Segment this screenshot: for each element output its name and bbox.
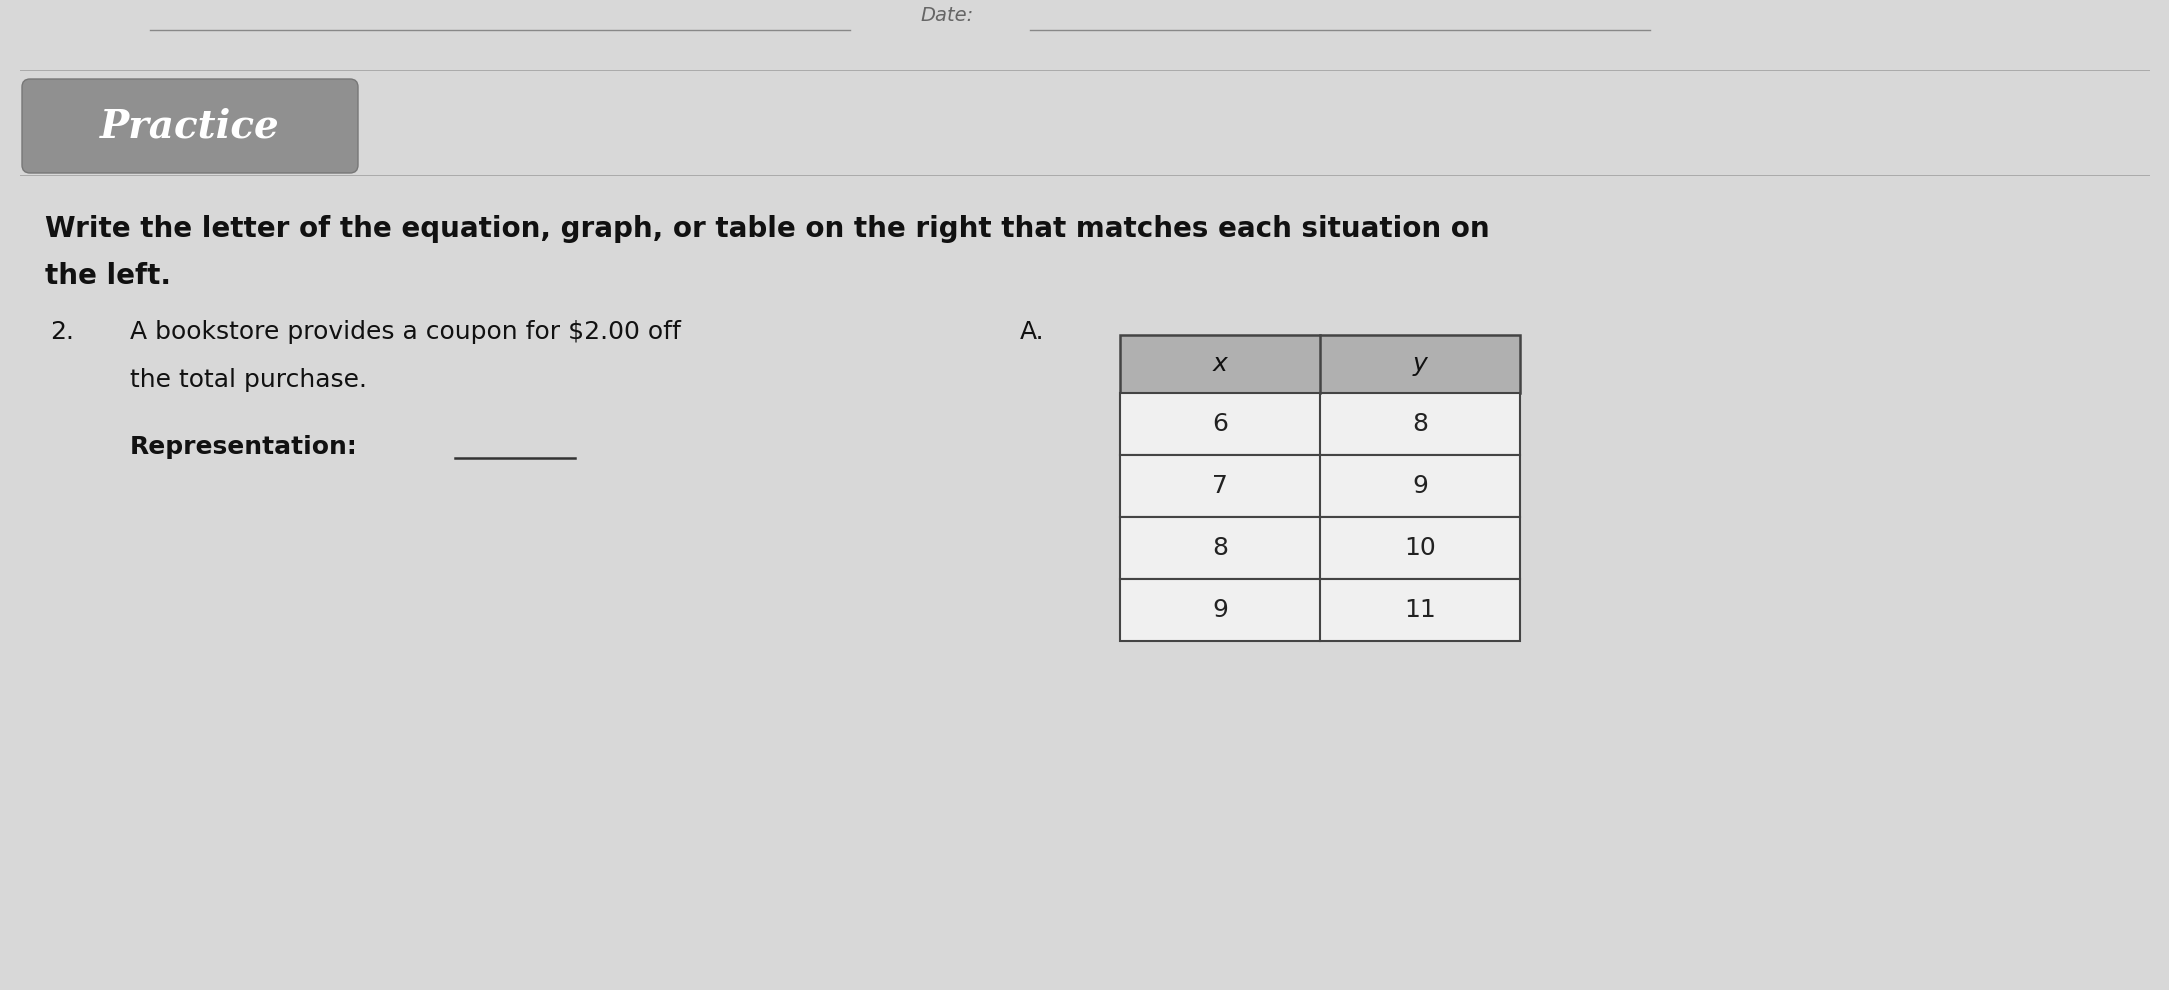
Text: Date:: Date:: [920, 6, 974, 25]
FancyBboxPatch shape: [22, 79, 358, 173]
Text: the total purchase.: the total purchase.: [130, 368, 367, 392]
Text: 8: 8: [1412, 412, 1427, 436]
Text: Write the letter of the equation, graph, or table on the right that matches each: Write the letter of the equation, graph,…: [46, 215, 1490, 243]
Text: 9: 9: [1212, 598, 1228, 622]
Bar: [1119, 579, 1520, 641]
Text: the left.: the left.: [46, 262, 171, 290]
Text: Representation:: Representation:: [130, 435, 358, 459]
Bar: [1119, 517, 1520, 579]
Text: 7: 7: [1212, 474, 1228, 498]
Text: A bookstore provides a coupon for $2.00 off: A bookstore provides a coupon for $2.00 …: [130, 320, 681, 344]
Text: A.: A.: [1019, 320, 1045, 344]
Text: x: x: [1212, 352, 1228, 376]
Bar: [1119, 335, 1520, 393]
Text: Practice: Practice: [100, 107, 280, 145]
Bar: [1119, 455, 1520, 517]
Text: 6: 6: [1212, 412, 1228, 436]
Text: 9: 9: [1412, 474, 1427, 498]
Text: 10: 10: [1403, 536, 1436, 560]
Text: 2.: 2.: [50, 320, 74, 344]
Text: y: y: [1412, 352, 1427, 376]
Text: 8: 8: [1212, 536, 1228, 560]
Bar: [1119, 393, 1520, 455]
Text: 11: 11: [1403, 598, 1436, 622]
